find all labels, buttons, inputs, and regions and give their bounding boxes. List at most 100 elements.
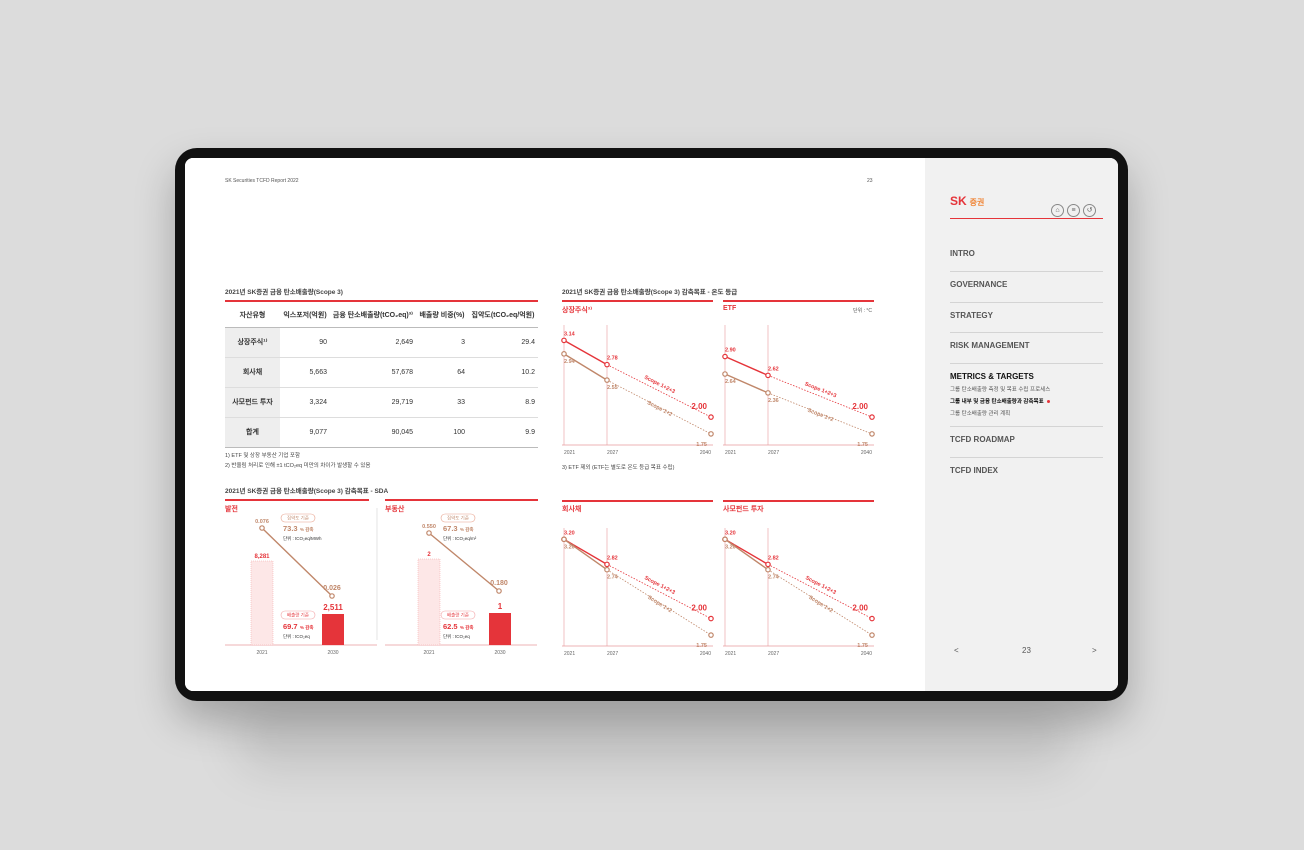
data-label: 2.00: [852, 604, 868, 613]
reduction-pct: 69.7: [283, 622, 298, 631]
cell: 33: [416, 387, 468, 418]
row-label: 합계: [225, 417, 280, 448]
prev-page-button[interactable]: <: [954, 646, 959, 655]
nav-sub-item-active[interactable]: 그룹 내부 및 금융 탄소배출량과 감축목표: [950, 395, 1103, 407]
series-name-label: Scope 1+2+3: [804, 381, 837, 399]
doc-title: SK Securities TCFD Report 2022: [225, 178, 299, 184]
logo-main: SK: [950, 194, 967, 208]
home-icon[interactable]: ⌂: [1051, 204, 1064, 217]
x-tick-label: 2030: [494, 650, 505, 656]
bar-2021: [417, 558, 441, 646]
nav-item-risk-management[interactable]: RISK MANAGEMENT: [950, 333, 1103, 364]
next-page-button[interactable]: >: [1092, 646, 1097, 655]
data-point: [426, 530, 432, 536]
report-page: SK Securities TCFD Report 2022 23 2021년 …: [185, 158, 925, 691]
tablet-frame: SK Securities TCFD Report 2022 23 2021년 …: [175, 148, 1128, 701]
col-header: 배출량 비중(%): [416, 303, 468, 328]
data-point: [708, 431, 714, 437]
col-header: 금융 탄소배출량(tCO₂eq)³⁾: [330, 303, 416, 328]
data-point: [561, 536, 567, 543]
data-label: 3.20: [564, 544, 575, 550]
x-tick-label: 2027: [607, 651, 618, 657]
table-note-1: 1) ETF 및 상장 부동산 기업 포함: [225, 453, 301, 459]
sidebar-divider: [950, 218, 1103, 219]
data-point: [604, 361, 610, 368]
data-point: [869, 615, 875, 622]
bar-label: 2,511: [323, 603, 343, 612]
cell: 90: [280, 327, 330, 358]
badge-label: 집약도 기준: [287, 515, 309, 522]
temp-chart-title: 상장주식³⁾: [562, 307, 593, 314]
temp-divider-3: [562, 500, 713, 502]
data-label: 1.75: [696, 442, 707, 448]
sda-divider-2: [385, 499, 538, 501]
sk-logo[interactable]: SK 증권: [950, 194, 984, 208]
temperature-charts: 2021 2027 2040 3.14 2.78 2.00 Scope 1+2+3 2.94 2…: [561, 325, 875, 657]
data-point: [329, 593, 335, 599]
data-label: 2.90: [725, 348, 736, 354]
data-label: 3.14: [564, 331, 576, 337]
cell: 3,324: [280, 387, 330, 418]
row-label: 상장주식¹⁾: [225, 327, 280, 358]
data-point: [604, 377, 610, 383]
table-note-2: 2) 반올림 처리로 인해 ±1 tCO₂eq 미만의 차이가 발생할 수 있음: [225, 463, 371, 469]
back-icon[interactable]: ↺: [1083, 204, 1096, 217]
nav-item-intro[interactable]: INTRO: [950, 241, 1103, 272]
col-header: 자산유형: [225, 303, 280, 328]
temp-divider-4: [723, 500, 874, 502]
nav-item-metrics-targets[interactable]: METRICS & TARGETS: [950, 372, 1034, 381]
data-label: 3.20: [725, 544, 736, 550]
row-label: 회사채: [225, 357, 280, 388]
nav-sub-item[interactable]: 그룹 탄소배출량 측정 및 목표 수립 프로세스: [950, 387, 1051, 393]
temp-chart-title: 사모펀드 투자: [723, 506, 764, 513]
data-point: [708, 632, 714, 638]
series-line: [563, 538, 608, 571]
bar-label: 2: [427, 552, 431, 558]
page-indicator: 23: [1022, 646, 1031, 655]
x-tick-label: 2040: [861, 651, 872, 657]
logo-sub: 증권: [969, 198, 985, 207]
data-label: 3.20: [725, 530, 736, 536]
data-point: [561, 351, 567, 357]
reduction-pct-unit: % 감축: [300, 624, 314, 631]
cell: 90,045: [330, 417, 416, 448]
device-shadow: [235, 700, 1075, 770]
x-tick-label: 2040: [700, 651, 711, 657]
reduction-pct: 67.3: [443, 524, 458, 533]
table-row: 상장주식¹⁾ 90 2,649 3 29.4: [225, 327, 538, 358]
x-tick-label: 2021: [423, 650, 434, 656]
nav-item-strategy[interactable]: STRATEGY: [950, 303, 1103, 333]
x-tick-label: 2021: [564, 651, 575, 657]
row-label: 사모펀드 투자: [225, 387, 280, 418]
cell: 29,719: [330, 387, 416, 418]
sda-chart-title: 부동산: [385, 506, 405, 513]
data-point: [259, 525, 265, 531]
data-label: 2.74: [768, 575, 780, 581]
data-label: 2.36: [768, 398, 779, 404]
series-name-label: Scope 1+2: [646, 400, 673, 418]
x-tick-label: 2027: [607, 450, 618, 456]
series-line: [563, 339, 608, 366]
x-tick-label: 2030: [327, 650, 338, 656]
series-line: [724, 538, 769, 566]
menu-icon[interactable]: ≡: [1067, 204, 1080, 217]
cell: 10.2: [468, 357, 538, 388]
data-point: [561, 337, 567, 344]
reduction-pct-unit: % 감축: [460, 624, 474, 631]
table-row: 사모펀드 투자 3,324 29,719 33 8.9: [225, 387, 538, 418]
bar-2030: [489, 613, 511, 645]
data-label: 1.75: [857, 643, 868, 649]
series-line: [563, 353, 608, 381]
series-target-line: [767, 569, 873, 636]
nav-item-tcfd-index[interactable]: TCFD INDEX: [950, 466, 998, 475]
nav-item-governance[interactable]: GOVERNANCE: [950, 272, 1103, 303]
data-label: 2.82: [768, 555, 779, 561]
nav-sub-item[interactable]: 그룹 탄소배출량 관리 계획: [950, 407, 1103, 427]
data-label: 0.076: [255, 519, 269, 525]
badge-label: 집약도 기준: [447, 515, 469, 522]
temp-chart-title: ETF: [723, 305, 737, 312]
data-label: 2.00: [852, 402, 868, 411]
data-point: [722, 353, 728, 360]
nav-item-tcfd-roadmap[interactable]: TCFD ROADMAP: [950, 427, 1103, 458]
